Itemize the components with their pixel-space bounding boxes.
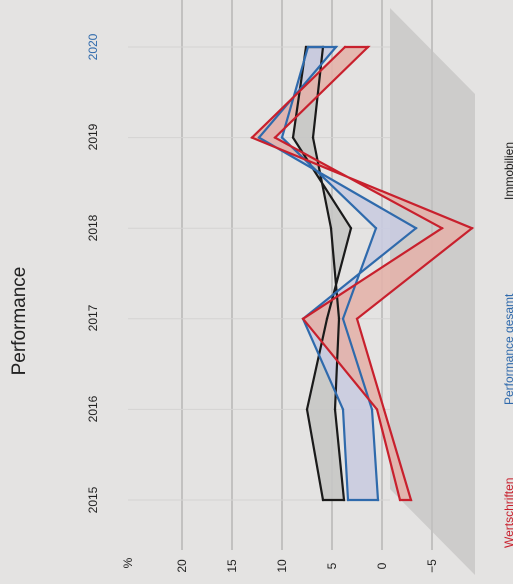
- data-point: [440, 227, 444, 230]
- data-point: [366, 45, 370, 49]
- data-point: [337, 317, 341, 320]
- data-point: [470, 227, 474, 230]
- data-point: [398, 498, 402, 502]
- chart-title: Performance: [9, 267, 30, 376]
- data-point: [374, 227, 378, 230]
- data-point: [346, 498, 350, 502]
- data-point: [370, 408, 374, 411]
- data-point: [375, 408, 379, 411]
- data-point: [409, 498, 413, 502]
- data-point: [355, 317, 359, 320]
- data-point: [280, 136, 284, 139]
- data-point: [311, 136, 315, 139]
- legend-item-immobilien: Immobilien: [502, 142, 513, 200]
- data-point: [325, 317, 329, 320]
- series-outlines: [250, 45, 475, 502]
- legend-item-performance-gesamt: Performance gesamt: [502, 293, 513, 405]
- y-tick-label: 15: [225, 559, 239, 573]
- data-point: [304, 45, 308, 49]
- data-point: [382, 408, 386, 411]
- data-point: [342, 498, 346, 502]
- x-tick-label: 2016: [86, 395, 100, 422]
- data-point: [329, 227, 333, 230]
- y-axis-labels: 20 15 10 5 0 −5: [175, 559, 439, 573]
- y-tick-label: 5: [325, 562, 339, 569]
- y-tick-label: 20: [175, 559, 189, 573]
- x-tick-label: 2020: [86, 33, 100, 60]
- x-tick-label: 2017: [86, 304, 100, 331]
- y-tick-label: −5: [425, 559, 439, 573]
- data-point: [250, 136, 254, 139]
- data-point: [341, 317, 345, 320]
- y-axis-unit-label: %: [121, 557, 135, 568]
- legend: Wertschriften Performance gesamt Immobil…: [502, 142, 513, 548]
- data-point: [414, 227, 418, 230]
- data-point: [321, 498, 325, 502]
- data-point: [257, 136, 261, 139]
- data-point: [305, 408, 309, 411]
- data-point: [376, 498, 380, 502]
- data-point: [349, 227, 353, 230]
- y-tick-label: 10: [275, 559, 289, 573]
- x-tick-label: 2019: [86, 123, 100, 150]
- data-point: [341, 408, 345, 411]
- data-point: [306, 45, 310, 49]
- series-band: [293, 47, 351, 500]
- x-tick-label: 2018: [86, 214, 100, 241]
- x-axis-labels: 2015 2016 2017 2018 2019 2020: [86, 33, 100, 513]
- legend-item-wertschriften: Wertschriften: [502, 478, 513, 548]
- data-point: [273, 136, 277, 139]
- data-point: [343, 45, 347, 49]
- data-point: [333, 408, 337, 411]
- data-point: [334, 45, 338, 49]
- x-tick-label: 2015: [86, 486, 100, 513]
- data-point: [301, 317, 305, 320]
- y-tick-label: 0: [375, 562, 389, 569]
- data-point: [291, 136, 295, 139]
